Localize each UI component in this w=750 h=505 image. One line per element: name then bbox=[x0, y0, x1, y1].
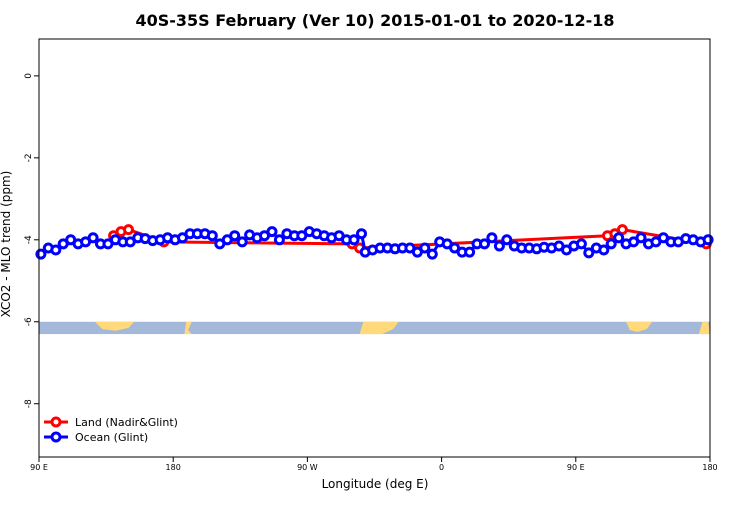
point-ocean-62 bbox=[493, 240, 505, 252]
x-axis-label: Longitude (deg E) bbox=[322, 477, 429, 491]
point-ocean-26 bbox=[229, 230, 241, 242]
point-ocean-2 bbox=[50, 244, 62, 256]
land-mass-5 bbox=[698, 321, 710, 335]
land-mass-3 bbox=[359, 321, 399, 335]
point-ocean-81 bbox=[635, 232, 647, 244]
x-tick-label-0: 90 E bbox=[30, 463, 48, 472]
x-tick-label-2: 90 W bbox=[297, 463, 318, 472]
y-tick-label-4: -8 bbox=[24, 399, 34, 408]
y-tick-label-0: 0 bbox=[24, 73, 34, 79]
point-ocean-0 bbox=[35, 248, 47, 260]
x-axis: 90 E 180 90 W 0 90 E 180 bbox=[30, 457, 718, 472]
chart-title: 40S-35S February (Ver 10) 2015-01-01 to … bbox=[135, 11, 614, 30]
y-axis: 0 -2 -4 -6 -8 bbox=[24, 73, 39, 408]
point-land-8 bbox=[616, 224, 628, 236]
legend-label-ocean: Ocean (Glint) bbox=[75, 431, 148, 444]
x-tick-label-1: 180 bbox=[166, 463, 181, 472]
legend-marker-ocean bbox=[50, 431, 62, 443]
point-ocean-42 bbox=[348, 234, 360, 246]
point-ocean-61 bbox=[486, 232, 498, 244]
point-ocean-58 bbox=[464, 246, 476, 258]
point-ocean-53 bbox=[426, 248, 438, 260]
point-ocean-23 bbox=[206, 230, 218, 242]
point-ocean-78 bbox=[613, 232, 625, 244]
point-ocean-43 bbox=[356, 228, 367, 240]
legend-marker-land bbox=[50, 416, 62, 428]
point-ocean-63 bbox=[501, 234, 513, 246]
point-ocean-32 bbox=[273, 234, 285, 246]
point-ocean-77 bbox=[605, 238, 617, 250]
point-ocean-7 bbox=[87, 232, 99, 244]
point-ocean-60 bbox=[479, 238, 490, 250]
point-ocean-90 bbox=[702, 234, 714, 246]
point-ocean-73 bbox=[575, 238, 587, 250]
y-tick-label-3: -6 bbox=[24, 317, 34, 326]
land-mass-2 bbox=[184, 321, 192, 335]
point-ocean-52 bbox=[419, 242, 431, 254]
y-tick-label-2: -4 bbox=[24, 235, 34, 244]
point-ocean-76 bbox=[598, 244, 610, 256]
x-tick-label-4: 90 E bbox=[567, 463, 585, 472]
plot-frame bbox=[38, 38, 711, 458]
legend-label-land: Land (Nadir&Glint) bbox=[75, 416, 178, 429]
land-mass-4 bbox=[626, 321, 653, 332]
x-tick-label-5: 180 bbox=[702, 463, 717, 472]
legend: Land (Nadir&Glint) Ocean (Glint) bbox=[44, 416, 178, 444]
point-land-2 bbox=[123, 224, 134, 236]
y-axis-label: XCO2 - MLO trend (ppm) bbox=[0, 171, 13, 318]
point-ocean-31 bbox=[266, 226, 278, 238]
y-tick-label-1: -2 bbox=[24, 153, 34, 162]
point-ocean-27 bbox=[236, 236, 248, 248]
x-tick-label-3: 0 bbox=[439, 463, 444, 472]
land-ocean-strip bbox=[39, 321, 710, 335]
series-layer bbox=[35, 224, 714, 260]
land-mass-1 bbox=[94, 321, 135, 331]
point-ocean-74 bbox=[583, 247, 595, 259]
